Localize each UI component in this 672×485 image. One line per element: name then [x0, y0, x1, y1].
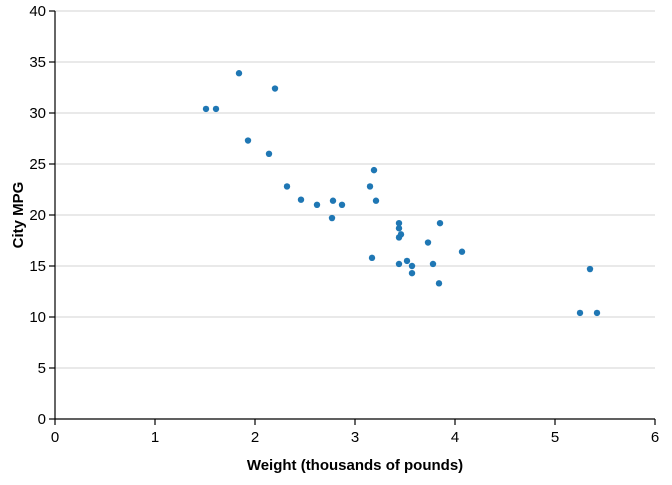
y-tick-label: 30 [29, 105, 46, 122]
data-point [366, 183, 374, 190]
data-point [271, 85, 279, 92]
x-tick-label: 5 [551, 429, 559, 446]
data-point [372, 197, 380, 204]
y-tick-label: 5 [38, 360, 46, 377]
data-point [395, 219, 403, 227]
x-tick-label: 6 [651, 429, 659, 446]
data-point [395, 260, 403, 268]
data-point [576, 309, 584, 317]
y-tick-label: 25 [29, 156, 46, 173]
data-point [329, 197, 337, 204]
y-tick-label: 15 [29, 258, 46, 275]
data-point [408, 262, 416, 270]
data-point [436, 219, 444, 227]
y-tick-label: 40 [29, 3, 46, 20]
data-points [202, 70, 601, 317]
data-point [328, 214, 336, 222]
y-axis-title: City MPG [10, 182, 27, 249]
data-point [368, 254, 376, 262]
y-tick-label: 10 [29, 309, 46, 326]
x-tick-label: 4 [451, 429, 459, 446]
data-point [429, 260, 437, 268]
data-point [338, 201, 346, 208]
x-tick-label: 1 [151, 429, 159, 446]
data-point [593, 309, 601, 317]
axes: 0 5 10 15 20 25 30 35 40 0 1 2 3 4 5 6 [29, 3, 659, 446]
data-point [403, 257, 411, 265]
data-point [297, 196, 305, 203]
data-point [435, 280, 443, 287]
y-tick-label: 20 [29, 207, 46, 224]
data-point [283, 183, 291, 190]
x-tick-label: 3 [351, 429, 359, 446]
data-point [586, 265, 594, 273]
y-tick-label: 0 [38, 411, 46, 428]
data-point [395, 225, 403, 232]
gridlines [55, 10, 655, 369]
x-axis-title: Weight (thousands of pounds) [247, 457, 463, 474]
data-point [244, 137, 252, 144]
data-point [212, 105, 220, 113]
data-point [424, 239, 432, 246]
data-point [458, 248, 466, 255]
data-point [265, 150, 273, 157]
x-tick-label: 2 [251, 429, 259, 446]
data-point [202, 105, 210, 113]
data-point [370, 166, 378, 174]
data-point [397, 231, 405, 238]
data-point [408, 269, 416, 277]
data-point [235, 70, 243, 77]
data-point [313, 201, 321, 208]
y-tick-label: 35 [29, 54, 46, 71]
x-tick-label: 0 [51, 429, 59, 446]
